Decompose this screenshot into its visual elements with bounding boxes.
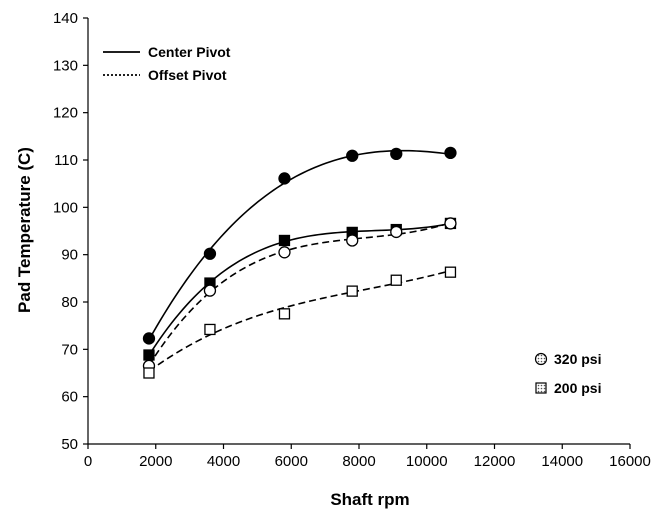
legend-offset-pivot: Offset Pivot [148,67,227,83]
x-tick-label: 2000 [139,453,172,470]
x-ticks: 0 2000 4000 6000 8000 10000 12000 14000 16000 [84,444,651,470]
x-tick-label: 6000 [275,453,308,470]
x-tick-label: 12000 [474,453,516,470]
series-2-point [390,225,403,239]
series-3-point [390,274,402,286]
plot-area: 0 2000 4000 6000 8000 10000 12000 14000 16000 50… [53,10,651,470]
legend-200-psi: 200 psi [554,380,601,396]
series-0-curve [148,149,451,341]
y-tick-label: 140 [53,10,78,27]
y-tick-label: 70 [61,341,78,358]
series-3-point [204,323,216,336]
y-ticks: 50 60 70 80 90 100 110 120 130 140 [53,10,88,453]
x-tick-label: 8000 [342,453,375,470]
y-tick-label: 120 [53,105,78,122]
y-tick-label: 90 [61,247,78,264]
x-tick-label: 14000 [541,453,583,470]
y-tick-label: 50 [61,436,78,453]
series-3-point [143,367,155,379]
marker-legend: 320 psi 200 psi [534,351,601,396]
x-axis-title: Shaft rpm [330,490,409,509]
series-1-point [143,349,155,361]
x-tick-label: 10000 [406,453,448,470]
series-0-point [444,146,457,160]
series-1-point [278,234,291,247]
series-2-point [278,246,291,259]
x-tick-label: 16000 [609,453,651,470]
series-1-curve [148,222,451,356]
legend-square-marker [535,382,547,394]
series-3-point [346,285,358,297]
legend-center-pivot: Center Pivot [148,44,231,60]
x-tick-label: 4000 [207,453,240,470]
y-tick-label: 80 [61,294,78,311]
series-2-point [203,284,217,297]
x-tick-label: 0 [84,453,92,470]
series-0-point [142,332,156,345]
series-3-curve [148,269,451,372]
y-tick-label: 110 [54,152,78,169]
y-tick-label: 100 [53,199,78,216]
y-tick-label: 130 [53,57,78,74]
series-0-point [390,147,403,160]
series-2-point [444,217,457,230]
series-0-point [278,172,291,185]
series-0-point [346,149,359,162]
points [142,146,457,379]
series-3-point [278,308,291,320]
y-tick-label: 60 [61,389,78,406]
legend-320-psi: 320 psi [554,351,601,367]
series-3-point [444,266,457,278]
series-2-curve [148,221,451,366]
series-2-point [346,234,359,247]
curves [148,149,451,372]
series-0-point [203,247,217,260]
y-axis-title: Pad Temperature (C) [15,147,34,313]
legend-circle-marker [534,352,548,366]
line-legend: Center Pivot Offset Pivot [103,44,231,83]
